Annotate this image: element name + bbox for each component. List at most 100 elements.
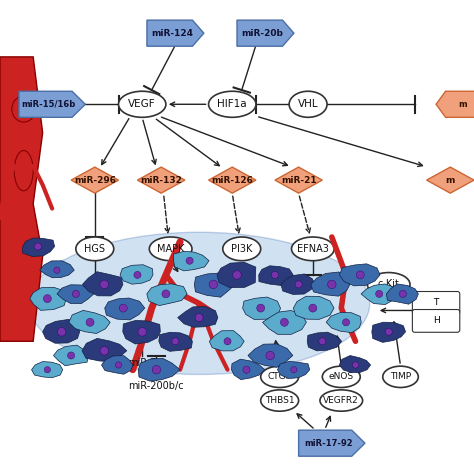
Polygon shape xyxy=(307,332,342,351)
Ellipse shape xyxy=(243,366,250,374)
Text: PI3K: PI3K xyxy=(231,244,253,254)
Text: THBS1: THBS1 xyxy=(265,396,294,405)
Ellipse shape xyxy=(233,271,241,279)
Text: MAPK: MAPK xyxy=(157,244,184,254)
Polygon shape xyxy=(71,167,118,193)
Ellipse shape xyxy=(271,271,278,279)
Text: miR-132: miR-132 xyxy=(140,176,182,184)
Text: CTGF: CTGF xyxy=(268,373,292,381)
Ellipse shape xyxy=(86,319,94,326)
Polygon shape xyxy=(243,297,281,319)
Ellipse shape xyxy=(367,273,410,296)
Polygon shape xyxy=(32,362,63,378)
Polygon shape xyxy=(231,359,264,380)
Polygon shape xyxy=(19,91,85,118)
Ellipse shape xyxy=(149,237,192,261)
Ellipse shape xyxy=(319,337,326,345)
Polygon shape xyxy=(57,285,94,303)
Text: miR-200b/c: miR-200b/c xyxy=(128,381,184,392)
Polygon shape xyxy=(372,322,406,342)
Ellipse shape xyxy=(291,366,297,373)
Text: miR-17-92: miR-17-92 xyxy=(304,439,353,447)
Ellipse shape xyxy=(261,366,299,388)
Ellipse shape xyxy=(12,96,36,122)
Ellipse shape xyxy=(72,290,80,298)
Polygon shape xyxy=(436,91,474,118)
Text: miR-21: miR-21 xyxy=(281,176,317,184)
Ellipse shape xyxy=(100,280,109,289)
Ellipse shape xyxy=(209,280,218,289)
Ellipse shape xyxy=(266,351,274,360)
Polygon shape xyxy=(0,57,43,341)
Text: EFNA3: EFNA3 xyxy=(297,244,329,254)
Ellipse shape xyxy=(342,319,349,326)
Polygon shape xyxy=(30,287,66,310)
Ellipse shape xyxy=(186,257,193,264)
Ellipse shape xyxy=(57,328,66,336)
Polygon shape xyxy=(237,20,294,46)
Ellipse shape xyxy=(295,281,302,288)
Ellipse shape xyxy=(385,328,392,336)
Text: eNOS: eNOS xyxy=(328,373,354,381)
Text: VEGF: VEGF xyxy=(128,99,156,109)
Text: T: T xyxy=(433,299,439,307)
Polygon shape xyxy=(147,20,204,46)
Polygon shape xyxy=(138,358,180,381)
Text: HIF1a: HIF1a xyxy=(218,99,247,109)
Polygon shape xyxy=(22,238,55,256)
Polygon shape xyxy=(281,274,315,294)
Text: TIMP: TIMP xyxy=(390,373,411,381)
Text: miR-15/16b: miR-15/16b xyxy=(22,100,76,109)
Ellipse shape xyxy=(100,346,109,355)
Text: VEGFR2: VEGFR2 xyxy=(323,396,359,405)
Polygon shape xyxy=(69,310,110,334)
Ellipse shape xyxy=(257,304,264,312)
Ellipse shape xyxy=(322,366,360,388)
Polygon shape xyxy=(209,167,256,193)
Ellipse shape xyxy=(309,304,317,312)
Ellipse shape xyxy=(54,267,60,273)
Ellipse shape xyxy=(76,237,114,261)
Ellipse shape xyxy=(14,151,33,191)
Polygon shape xyxy=(339,356,371,373)
Ellipse shape xyxy=(224,337,231,345)
Polygon shape xyxy=(210,331,244,351)
Ellipse shape xyxy=(28,232,370,374)
Polygon shape xyxy=(82,338,127,362)
Ellipse shape xyxy=(328,280,336,289)
Ellipse shape xyxy=(356,271,364,279)
Text: miR-20b: miR-20b xyxy=(242,29,283,37)
Polygon shape xyxy=(159,332,192,351)
Ellipse shape xyxy=(209,91,256,118)
Polygon shape xyxy=(137,167,185,193)
Polygon shape xyxy=(248,344,293,367)
Polygon shape xyxy=(82,272,123,296)
Ellipse shape xyxy=(289,91,327,118)
Polygon shape xyxy=(43,319,81,343)
Text: c-Kit: c-Kit xyxy=(378,279,400,290)
Ellipse shape xyxy=(223,237,261,261)
Polygon shape xyxy=(311,272,350,296)
Polygon shape xyxy=(361,284,397,304)
Ellipse shape xyxy=(44,366,51,373)
Polygon shape xyxy=(263,310,306,334)
Polygon shape xyxy=(259,266,293,285)
Ellipse shape xyxy=(281,319,288,326)
FancyBboxPatch shape xyxy=(412,310,460,332)
Polygon shape xyxy=(105,298,145,320)
Polygon shape xyxy=(120,265,153,284)
FancyBboxPatch shape xyxy=(412,292,460,314)
Text: miR-124: miR-124 xyxy=(152,29,193,37)
Text: m: m xyxy=(458,100,466,109)
Polygon shape xyxy=(275,167,322,193)
Ellipse shape xyxy=(383,366,418,388)
Polygon shape xyxy=(101,356,133,374)
Text: miR-296: miR-296 xyxy=(74,176,116,184)
Text: miR-7: miR-7 xyxy=(128,357,156,368)
Text: m: m xyxy=(446,176,455,184)
Ellipse shape xyxy=(399,290,406,298)
Ellipse shape xyxy=(44,295,51,302)
Polygon shape xyxy=(299,430,365,456)
Ellipse shape xyxy=(119,304,127,312)
Polygon shape xyxy=(40,261,74,278)
